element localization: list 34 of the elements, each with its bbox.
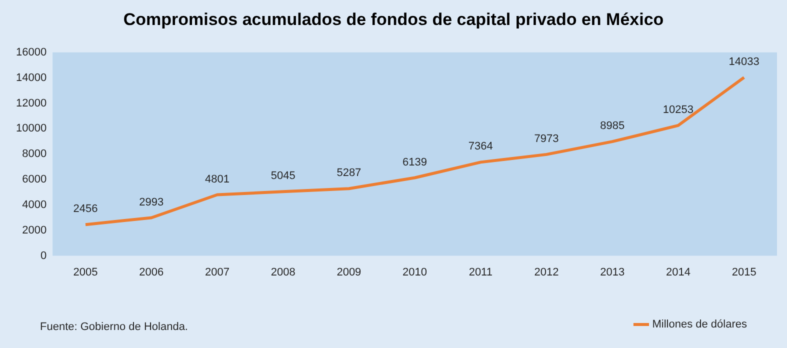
data-label: 2456	[73, 203, 98, 216]
x-tick-label: 2007	[204, 266, 230, 278]
data-label: 8985	[600, 120, 625, 132]
data-label: 7364	[468, 140, 493, 153]
y-tick-label: 16000	[16, 46, 47, 58]
data-label: 14033	[728, 56, 760, 68]
y-tick-label: 12000	[16, 97, 47, 110]
x-tick-label: 2011	[468, 266, 492, 278]
data-label: 6139	[402, 156, 428, 168]
data-label: 4801	[204, 173, 230, 186]
data-label: 5045	[270, 170, 296, 182]
x-tick-label: 2009	[336, 266, 362, 278]
source-note: Fuente: Gobierno de Holanda.	[40, 321, 188, 334]
y-tick-label: 14000	[16, 72, 47, 84]
x-tick-label: 2015	[732, 266, 756, 278]
chart-title: Compromisos acumulados de fondos de capital privado en México	[123, 10, 664, 29]
y-tick-label: 0	[40, 250, 47, 262]
x-tick-label: 2010	[402, 266, 428, 278]
y-tick-label: 4000	[22, 198, 47, 211]
data-label: 10253	[662, 104, 694, 116]
y-tick-label: 8000	[22, 148, 47, 160]
y-tick-label: 2000	[22, 224, 47, 236]
x-tick-label: 2008	[270, 266, 296, 278]
x-tick-label: 2005	[73, 266, 98, 278]
x-tick-label: 2013	[600, 266, 625, 278]
y-tick-label: 6000	[22, 174, 47, 186]
y-tick-label: 10000	[16, 122, 47, 135]
data-label: 7973	[534, 132, 559, 145]
x-tick-label: 2006	[139, 266, 164, 278]
x-tick-label: 2014	[666, 266, 690, 278]
data-label: 2993	[139, 196, 164, 208]
legend-label: Millones de dólares	[652, 318, 748, 331]
x-tick-label: 2012	[534, 266, 559, 278]
data-label: 5287	[336, 167, 362, 180]
